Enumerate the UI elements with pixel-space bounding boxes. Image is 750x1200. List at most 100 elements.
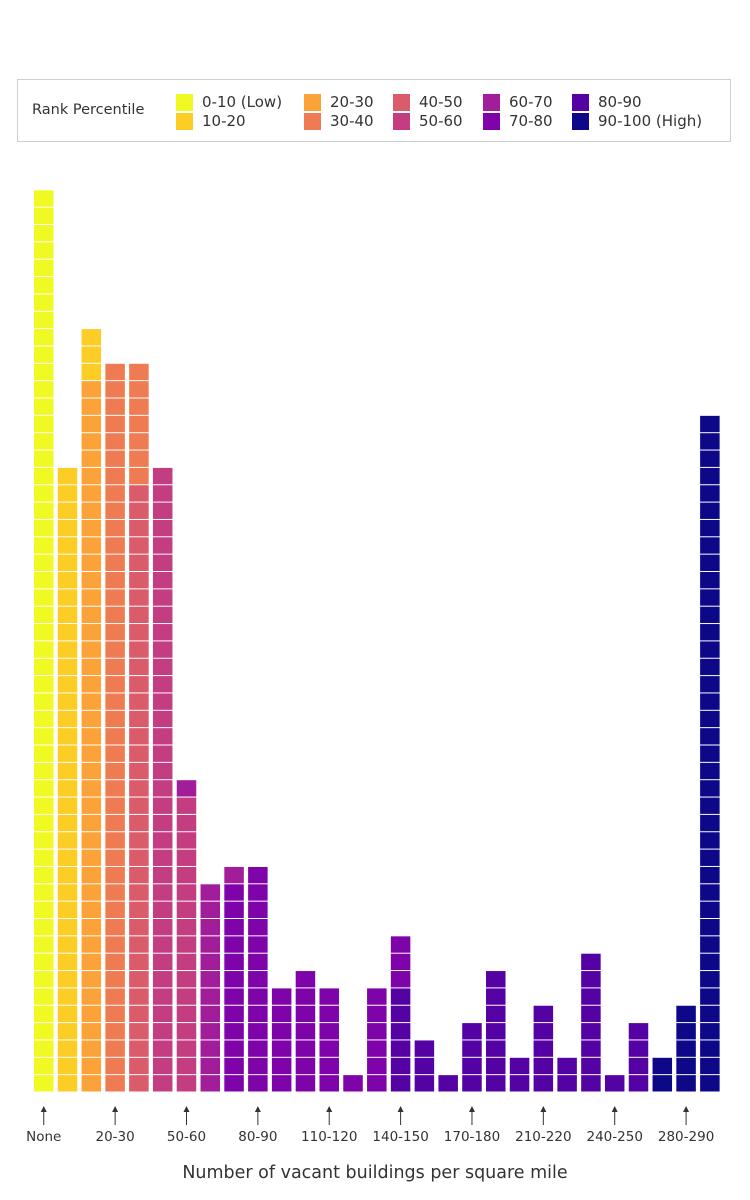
unit-square	[271, 988, 292, 1005]
unit-square	[34, 866, 54, 884]
unit-square	[700, 988, 720, 1005]
legend-swatch	[304, 93, 321, 111]
unit-square	[105, 693, 125, 710]
unit-square	[152, 797, 173, 814]
unit-square	[176, 936, 197, 953]
unit-square	[200, 953, 221, 971]
unit-square	[57, 832, 78, 849]
legend-label: 80-90	[598, 93, 642, 111]
unit-square	[176, 953, 197, 971]
unit-square	[581, 1075, 601, 1092]
unit-square	[295, 1023, 316, 1040]
unit-square	[34, 710, 54, 728]
unit-square	[105, 363, 125, 381]
tick-label: 170-180	[444, 1129, 500, 1145]
unit-square	[700, 728, 720, 745]
legend-item: 50-60	[393, 112, 463, 130]
unit-square	[81, 745, 102, 762]
unit-square	[152, 762, 173, 780]
unit-square	[152, 884, 173, 901]
unit-square	[176, 901, 197, 918]
unit-square	[34, 1075, 54, 1092]
unit-square	[129, 693, 149, 710]
unit-square	[176, 849, 197, 866]
tick-label: 280-290	[658, 1129, 714, 1145]
unit-square	[700, 572, 720, 589]
unit-square	[57, 814, 78, 832]
unit-square	[57, 641, 78, 658]
unit-square	[81, 363, 102, 381]
tick-arrow-icon	[112, 1106, 119, 1112]
unit-square	[34, 277, 54, 294]
unit-square	[152, 693, 173, 710]
legend-swatch	[304, 112, 321, 130]
tick-label: 210-220	[515, 1129, 571, 1145]
unit-square	[34, 693, 54, 710]
unit-square	[152, 1005, 173, 1023]
unit-square	[700, 537, 720, 554]
unit-square	[129, 901, 149, 918]
unit-square	[105, 1040, 125, 1057]
unit-square	[81, 797, 102, 814]
unit-square	[57, 728, 78, 745]
unit-square	[152, 519, 173, 537]
unit-square	[81, 398, 102, 415]
unit-square	[81, 1023, 102, 1040]
unit-square	[152, 866, 173, 884]
unit-square	[700, 797, 720, 814]
unit-square	[105, 415, 125, 433]
unit-square	[81, 658, 102, 676]
unit-square	[34, 537, 54, 554]
legend-label: 50-60	[419, 112, 463, 130]
unit-square	[390, 1005, 411, 1023]
unit-square	[81, 381, 102, 398]
unit-square	[105, 485, 125, 502]
unit-square	[105, 450, 125, 467]
unit-square	[105, 381, 125, 398]
unit-square	[700, 624, 720, 641]
unit-square	[129, 728, 149, 745]
unit-square	[152, 1075, 173, 1092]
unit-square	[700, 1057, 720, 1075]
unit-square	[200, 884, 221, 901]
unit-square	[57, 710, 78, 728]
unit-square	[105, 814, 125, 832]
unit-square	[34, 311, 54, 329]
tick-arrow-icon	[254, 1106, 261, 1112]
unit-square	[176, 1040, 197, 1057]
unit-square	[105, 1023, 125, 1040]
unit-square	[81, 502, 102, 519]
unit-square	[676, 1057, 696, 1075]
tick-label: 110-120	[301, 1129, 357, 1145]
unit-square	[700, 953, 720, 971]
unit-square	[152, 641, 173, 658]
unit-square	[81, 589, 102, 606]
unit-square	[105, 780, 125, 797]
unit-square	[34, 502, 54, 519]
tick-label: 20-30	[96, 1129, 135, 1145]
legend-swatch	[176, 112, 193, 130]
unit-square	[57, 485, 78, 502]
legend-title: Rank Percentile	[32, 102, 145, 118]
unit-square	[200, 971, 221, 988]
unit-square	[248, 1075, 268, 1092]
legend-swatch	[176, 93, 193, 111]
unit-square	[57, 467, 78, 485]
unit-square	[81, 901, 102, 918]
legend-item: 60-70	[483, 93, 553, 111]
unit-square	[129, 467, 149, 485]
unit-square	[81, 346, 102, 363]
unit-square	[176, 1023, 197, 1040]
unit-square	[34, 415, 54, 433]
unit-square	[224, 1075, 244, 1092]
unit-square	[152, 589, 173, 606]
unit-square	[200, 919, 221, 936]
unit-square	[81, 762, 102, 780]
unit-square	[34, 259, 54, 277]
legend-label: 70-80	[509, 112, 553, 130]
unit-square	[176, 988, 197, 1005]
unit-square	[129, 988, 149, 1005]
unit-square	[34, 658, 54, 676]
unit-square	[129, 658, 149, 676]
